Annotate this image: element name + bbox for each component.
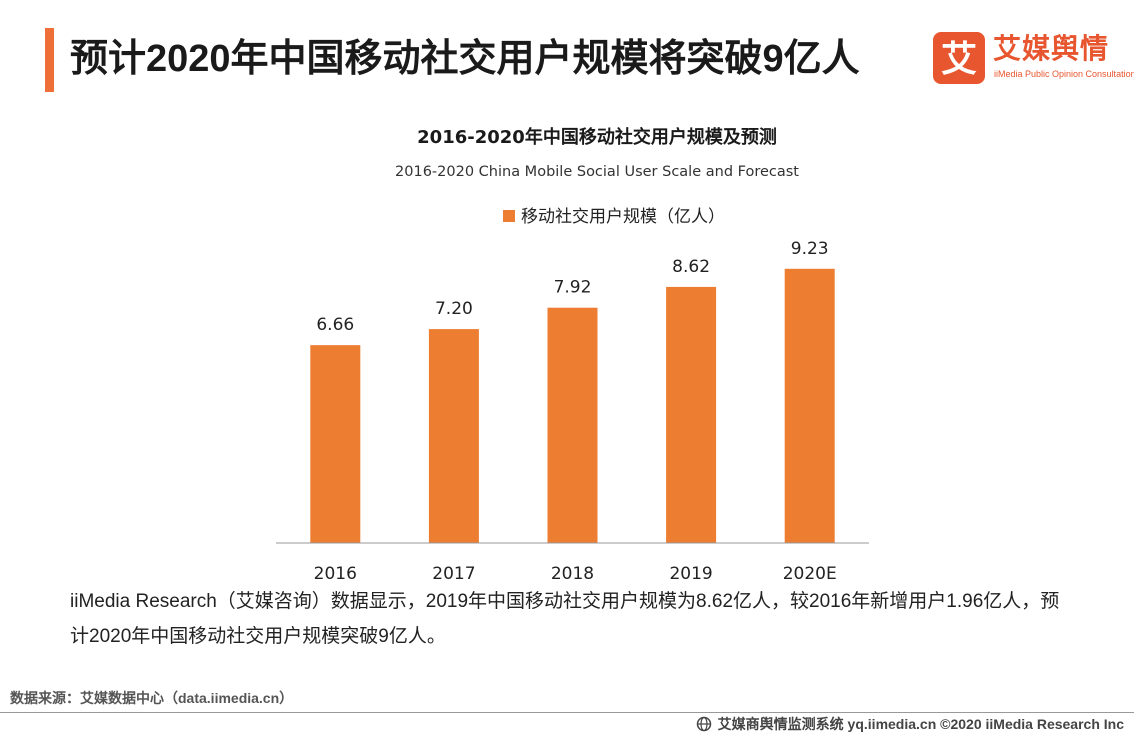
page-title: 预计2020年中国移动社交用户规模将突破9亿人 — [70, 38, 860, 80]
globe-icon — [696, 716, 711, 732]
x-tick-label-2020E: 2020E — [783, 564, 837, 584]
footer: 艾媒商舆情监测系统 yq.iimedia.cn ©2020 iiMedia Re… — [696, 714, 1124, 734]
data-label-2016: 6.66 — [316, 315, 354, 335]
description-text: iiMedia Research（艾媒咨询）数据显示，2019年中国移动社交用户… — [70, 591, 1060, 647]
bar-chart: 2016-2020年中国移动社交用户规模及预测 2016-2020 China … — [276, 126, 869, 584]
bar-2020E — [784, 268, 835, 543]
brand-logo: 艾 艾媒舆情 iiMedia Public Opinion Consultati… — [933, 32, 1134, 86]
bar-2018 — [547, 307, 598, 543]
logo-name-en: iiMedia Public Opinion Consultation — [994, 69, 1134, 79]
footer-text: 艾媒商舆情监测系统 yq.iimedia.cn ©2020 iiMedia Re… — [717, 716, 1124, 732]
bar-2016 — [310, 345, 361, 543]
x-tick-label-2017: 2017 — [432, 564, 475, 584]
x-tick-label-2016: 2016 — [314, 564, 357, 584]
x-tick-label-2018: 2018 — [551, 564, 594, 584]
logo-mark-char: 艾 — [941, 39, 977, 80]
data-label-2020E: 9.23 — [791, 239, 829, 259]
chart-title: 2016-2020年中国移动社交用户规模及预测 — [417, 126, 777, 148]
data-label-2017: 7.20 — [435, 299, 473, 319]
data-label-2019: 8.62 — [672, 257, 710, 277]
title-accent-bar — [45, 28, 54, 92]
data-label-2018: 7.92 — [554, 278, 592, 298]
chart-subtitle: 2016-2020 China Mobile Social User Scale… — [395, 164, 799, 180]
legend-swatch — [503, 210, 515, 222]
bar-2017 — [428, 329, 479, 543]
logo-name-cn: 艾媒舆情 — [993, 33, 1110, 64]
logo-mark-icon: 艾 — [941, 39, 977, 80]
legend-label: 移动社交用户规模（亿人） — [521, 207, 725, 227]
bar-2019 — [666, 286, 717, 543]
x-tick-label-2019: 2019 — [669, 564, 712, 584]
logo-mark: 艾 — [933, 32, 985, 84]
data-source: 数据来源：艾媒数据中心（data.iimedia.cn） — [10, 690, 294, 706]
chart-legend: 移动社交用户规模（亿人） — [503, 207, 725, 227]
footer-divider — [0, 712, 1134, 713]
